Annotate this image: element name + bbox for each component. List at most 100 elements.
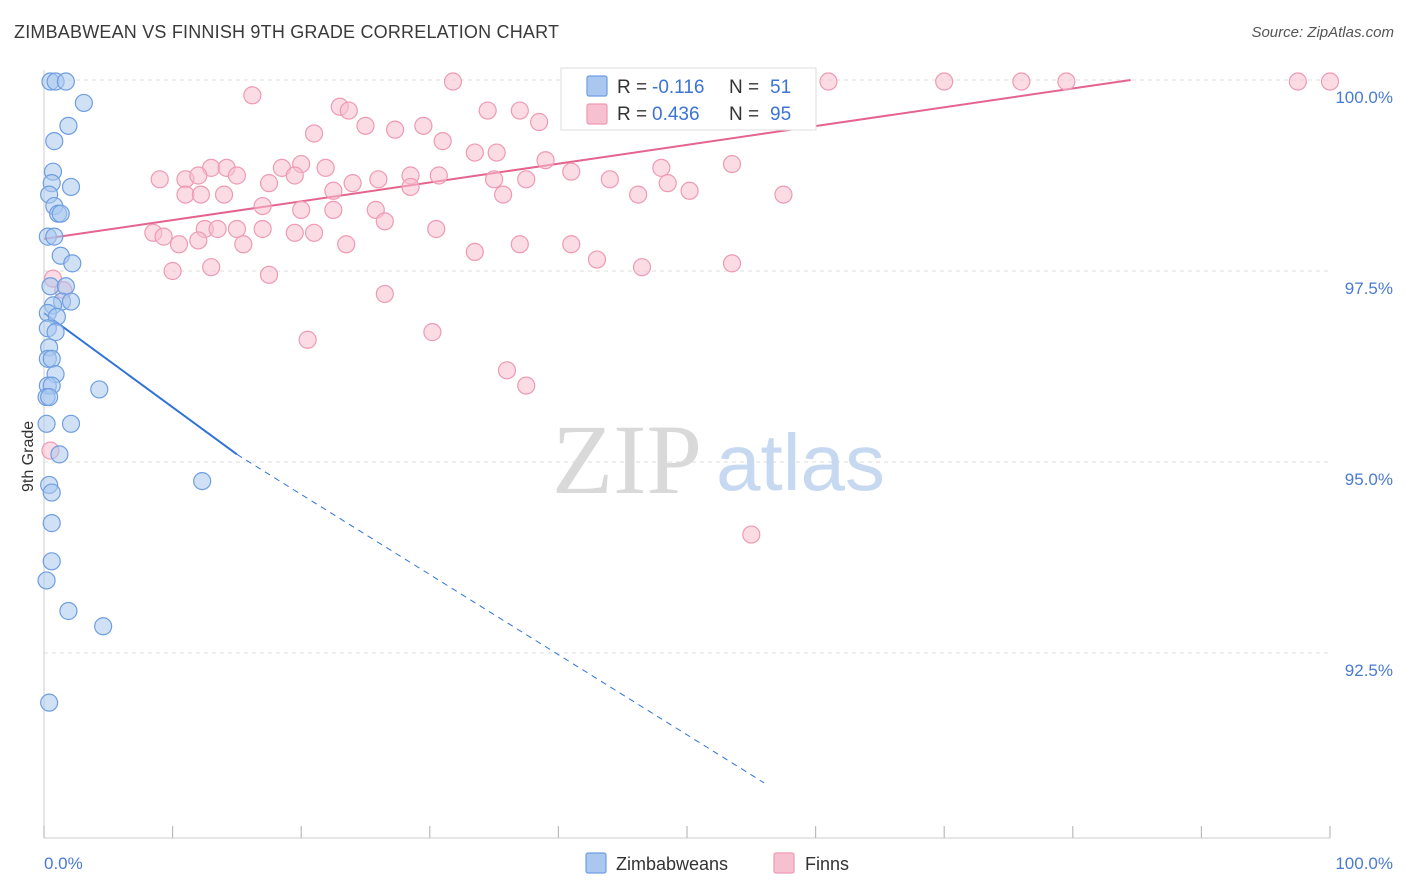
finn-point (337, 235, 356, 254)
trend-line-finns (43, 79, 1131, 240)
legend-label-finns: Finns (805, 854, 849, 874)
finn-point (343, 174, 362, 193)
finn-point (401, 177, 420, 197)
finn-point (680, 181, 699, 200)
finn-point (1012, 72, 1031, 91)
finn-point (935, 72, 954, 91)
finn-point (243, 86, 262, 105)
zimbabwean-point (50, 445, 69, 464)
zimbabwean-point (40, 387, 59, 407)
finn-point (189, 231, 208, 250)
trend-lines (43, 79, 1131, 784)
finn-point (485, 170, 504, 189)
y-axis-label: 9th Grade (20, 421, 37, 492)
finn-point (423, 323, 442, 342)
zimbabwean-point (42, 483, 61, 502)
finn-point (189, 166, 208, 185)
zimbabwean-point (94, 617, 113, 636)
finn-point (517, 170, 536, 189)
legend-swatch-finns (773, 852, 795, 874)
finn-point (169, 235, 189, 254)
zimbabwean-point (42, 514, 61, 533)
finn-point (497, 361, 517, 380)
y-tick-label: 100.0% (1335, 88, 1393, 107)
watermark-zip: ZIP (552, 404, 702, 515)
finn-point (819, 72, 838, 91)
finn-point (722, 154, 742, 174)
watermark: ZIP atlas (552, 404, 885, 515)
finn-point (562, 235, 581, 254)
finn-point (427, 219, 446, 239)
trend-line-zimbabweans (43, 312, 238, 456)
finn-point (163, 261, 182, 281)
stats-r-label: R = (617, 77, 647, 98)
stats-r-label: R = (617, 104, 647, 125)
finn-point (176, 185, 195, 204)
zimbabwean-point (74, 93, 93, 113)
x-tick-label: 0.0% (44, 854, 83, 873)
zimbabwean-point (37, 414, 56, 433)
y-tick-labels: 100.0% 97.5% 95.0% 92.5% (1335, 88, 1393, 680)
finn-point (478, 101, 497, 120)
stats-n-label: N = (729, 104, 759, 125)
finn-point (433, 132, 452, 151)
zimbabwean-point (46, 323, 65, 342)
finn-point (316, 158, 335, 177)
stats-n-value: 95 (770, 104, 791, 125)
finn-point (292, 200, 311, 219)
y-tick-label: 97.5% (1345, 279, 1393, 298)
stats-box: R = -0.116 N = 51 R = 0.436 N = 95 (560, 67, 817, 131)
x-tick-label: 100.0% (1335, 854, 1393, 873)
finn-point (208, 219, 227, 239)
zimbabwean-point (63, 254, 82, 273)
finn-point (629, 185, 648, 204)
finn-point (298, 330, 317, 349)
finn-point (429, 166, 448, 185)
finn-point (1320, 72, 1340, 91)
finn-point (324, 181, 343, 200)
finn-point (722, 254, 742, 273)
finn-point (150, 170, 169, 189)
zimbabwean-point (42, 552, 61, 571)
stats-swatch-zimbabweans (586, 75, 608, 97)
finn-point (517, 376, 536, 395)
finn-point (465, 143, 484, 162)
finn-point (562, 162, 581, 181)
zimbabwean-point (90, 380, 109, 399)
zimbabwean-point (40, 693, 59, 712)
finn-point (234, 235, 253, 254)
scatter-points (37, 72, 1340, 712)
zimbabwean-point (51, 204, 70, 223)
finn-point (227, 166, 246, 185)
zimbabwean-point (61, 177, 81, 197)
finn-point (253, 219, 272, 239)
finn-point (339, 101, 358, 120)
stats-r-value: -0.116 (652, 77, 704, 98)
finn-point (356, 116, 375, 135)
gridlines (44, 79, 1330, 654)
stats-n-label: N = (729, 77, 759, 98)
finn-point (259, 265, 279, 284)
legend-item-finns[interactable]: Finns (773, 852, 849, 874)
finn-point (658, 174, 677, 193)
finn-point (465, 242, 484, 261)
y-tick-label: 92.5% (1345, 661, 1393, 680)
legend-item-zimbabweans[interactable]: Zimbabweans (585, 852, 728, 874)
finn-point (774, 185, 793, 204)
zimbabwean-point (193, 472, 212, 491)
chart-title: ZIMBABWEAN VS FINNISH 9TH GRADE CORRELAT… (14, 22, 560, 42)
finn-point (324, 200, 343, 219)
finn-point (443, 72, 463, 91)
finn-point (375, 284, 394, 304)
zimbabwean-point (56, 277, 75, 296)
finn-point (202, 258, 221, 277)
finn-point (369, 170, 388, 189)
finn-point (652, 158, 671, 177)
finn-point (587, 250, 607, 269)
x-tick-labels: 0.0% 100.0% (44, 854, 1393, 873)
finn-point (632, 258, 652, 277)
finn-point (510, 235, 529, 254)
stats-swatch-finns (586, 103, 608, 125)
finn-point (487, 143, 506, 162)
